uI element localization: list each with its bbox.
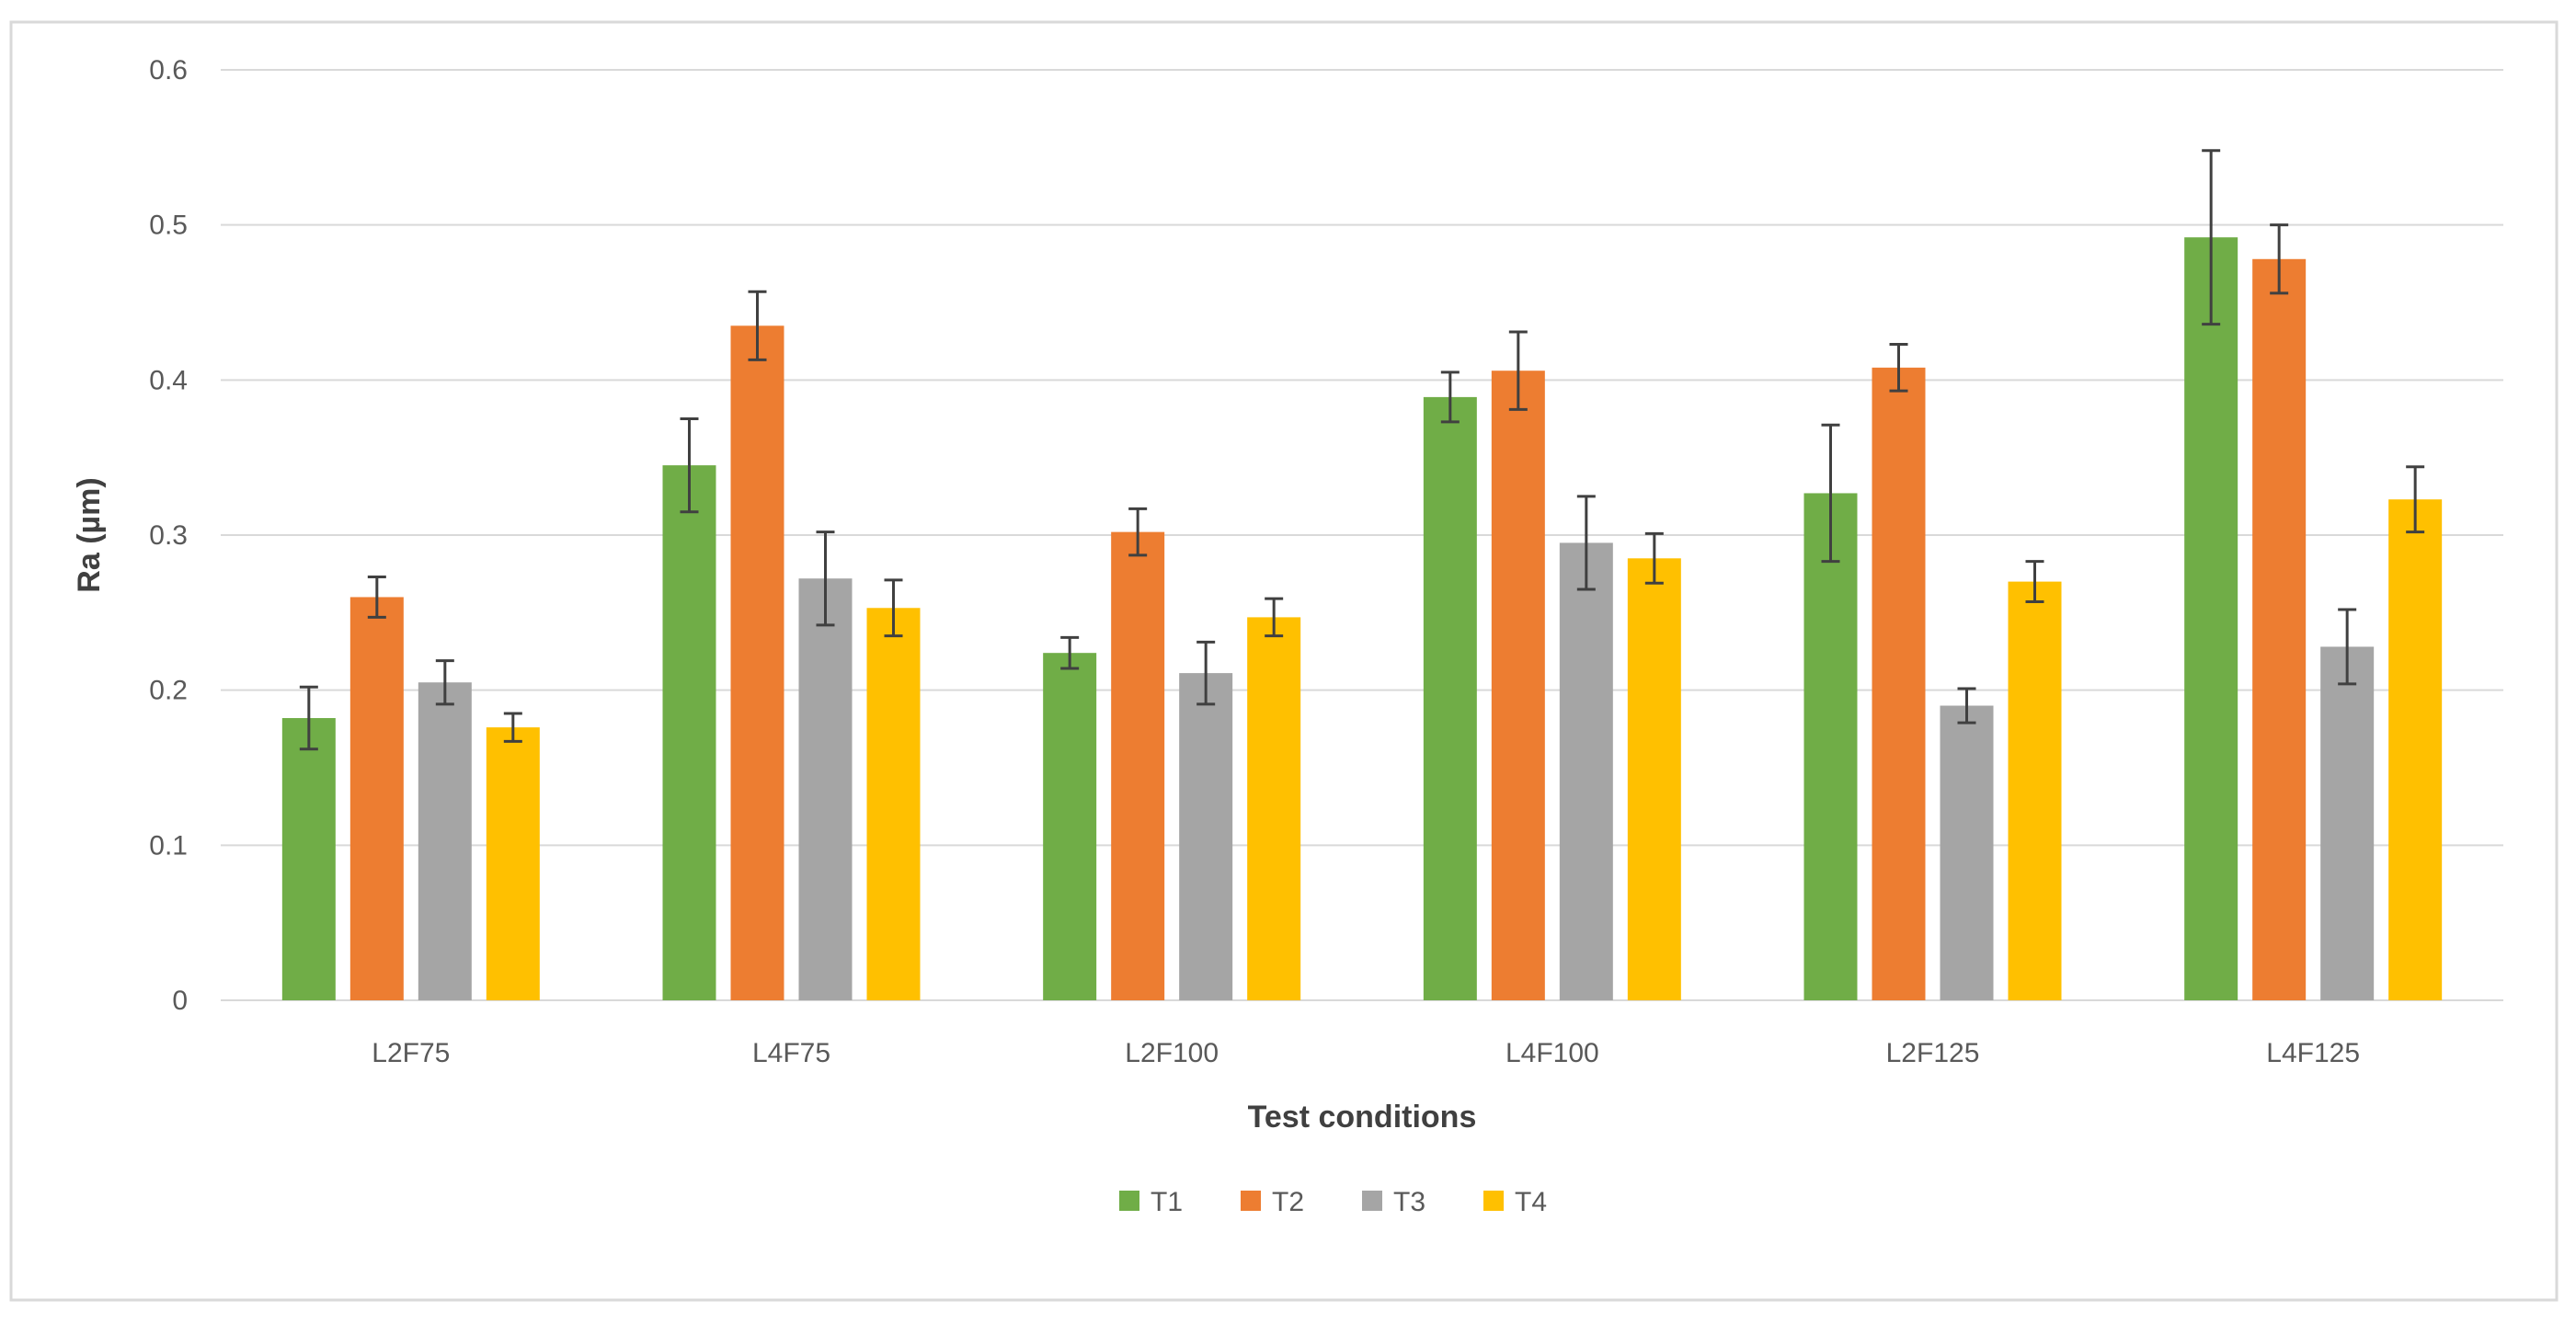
- bar-t1-l2f75: [281, 718, 336, 1000]
- legend-item-t2: T2: [1241, 1187, 1304, 1217]
- bar-t1-l4f125: [2184, 237, 2238, 1000]
- error-bar: [435, 659, 454, 706]
- legend-item-t3: T3: [1362, 1187, 1425, 1217]
- x-axis-ticks: L2F75 L4F75 L2F100 L4F100 L2F125 L4F125: [372, 1038, 2360, 1068]
- error-bar: [299, 685, 318, 751]
- bar-t3-l4f100: [1559, 542, 1613, 1000]
- error-bar: [884, 578, 903, 638]
- bar-t1-l2f125: [1803, 493, 1858, 1000]
- error-bar: [503, 712, 522, 743]
- bar-t4-l4f100: [1627, 558, 1681, 1000]
- bar-t3-l4f75: [798, 578, 853, 1000]
- legend-swatch: [1362, 1191, 1382, 1211]
- y-tick-label: 0: [172, 986, 188, 1016]
- bar-t3-l4f125: [2320, 646, 2375, 1000]
- error-bar: [1889, 343, 1908, 393]
- legend-item-t1: T1: [1119, 1187, 1183, 1217]
- bar-t3-l2f100: [1179, 673, 1233, 1000]
- error-bar: [2202, 149, 2221, 326]
- y-tick-label: 0.3: [149, 520, 188, 551]
- bar-t1-l2f100: [1043, 653, 1097, 1000]
- legend-label: T3: [1393, 1187, 1425, 1217]
- legend-label: T2: [1272, 1187, 1304, 1217]
- error-bar: [1196, 640, 1216, 706]
- error-bar: [1440, 371, 1460, 424]
- error-bar: [367, 576, 386, 619]
- bar-t4-l4f125: [2388, 499, 2443, 1000]
- legend-swatch: [1483, 1191, 1504, 1211]
- bar-t2-l4f75: [730, 325, 784, 1000]
- error-bar: [1265, 597, 1284, 638]
- legend-swatch: [1241, 1191, 1261, 1211]
- bar-t2-l2f125: [1872, 367, 1926, 1001]
- bar-t4-l4f75: [866, 608, 921, 1000]
- y-axis-ticks: 0 0.1 0.2 0.3 0.4 0.5 0.6: [149, 55, 188, 1016]
- error-bar: [1508, 330, 1528, 411]
- error-bar: [1576, 495, 1596, 591]
- x-tick-label: L2F75: [372, 1038, 450, 1068]
- legend: T1 T2 T3 T4: [1119, 1187, 1547, 1217]
- bar-t4-l2f100: [1247, 617, 1301, 1000]
- y-tick-label: 0.6: [149, 55, 188, 86]
- error-bar: [2338, 608, 2357, 686]
- legend-item-t4: T4: [1483, 1187, 1547, 1217]
- bar-t2-l4f100: [1491, 371, 1545, 1000]
- error-bar: [2270, 223, 2289, 295]
- error-bar: [2406, 465, 2425, 534]
- error-bar: [748, 290, 767, 361]
- bar-t2-l2f75: [349, 597, 404, 1000]
- x-tick-label: L4F100: [1506, 1038, 1599, 1068]
- x-tick-label: L2F125: [1886, 1038, 1980, 1068]
- error-bar: [680, 417, 699, 514]
- y-tick-label: 0.5: [149, 211, 188, 241]
- error-bar: [2025, 560, 2044, 604]
- error-bar: [1821, 423, 1840, 564]
- y-axis-title: Ra (µm): [72, 477, 107, 592]
- bar-t1-l4f75: [662, 465, 716, 1001]
- gridlines: [221, 69, 2503, 1001]
- error-bars: [299, 149, 2425, 751]
- bars: [281, 237, 2443, 1001]
- bar-t3-l2f125: [1940, 705, 1994, 1000]
- bar-t2-l4f125: [2252, 258, 2307, 1001]
- bar-t4-l2f75: [486, 727, 540, 1000]
- x-tick-label: L4F75: [752, 1038, 830, 1068]
- error-bar: [816, 530, 835, 627]
- error-bar: [1128, 507, 1148, 557]
- x-tick-label: L2F100: [1125, 1038, 1219, 1068]
- legend-label: T1: [1151, 1187, 1183, 1217]
- bar-t4-l2f125: [2008, 581, 2062, 1000]
- bar-t1-l4f100: [1423, 396, 1477, 1000]
- x-tick-label: L4F125: [2266, 1038, 2360, 1068]
- bar-t3-l2f75: [418, 682, 472, 1000]
- y-tick-label: 0.1: [149, 830, 188, 861]
- x-axis-title: Test conditions: [1248, 1100, 1477, 1135]
- error-bar: [1644, 531, 1664, 585]
- y-tick-label: 0.4: [149, 365, 188, 395]
- error-bar: [1957, 687, 1976, 724]
- legend-label: T4: [1515, 1187, 1547, 1217]
- error-bar: [1060, 635, 1080, 670]
- bar-t2-l2f100: [1111, 531, 1165, 1000]
- legend-swatch: [1119, 1191, 1139, 1211]
- y-tick-label: 0.2: [149, 676, 188, 706]
